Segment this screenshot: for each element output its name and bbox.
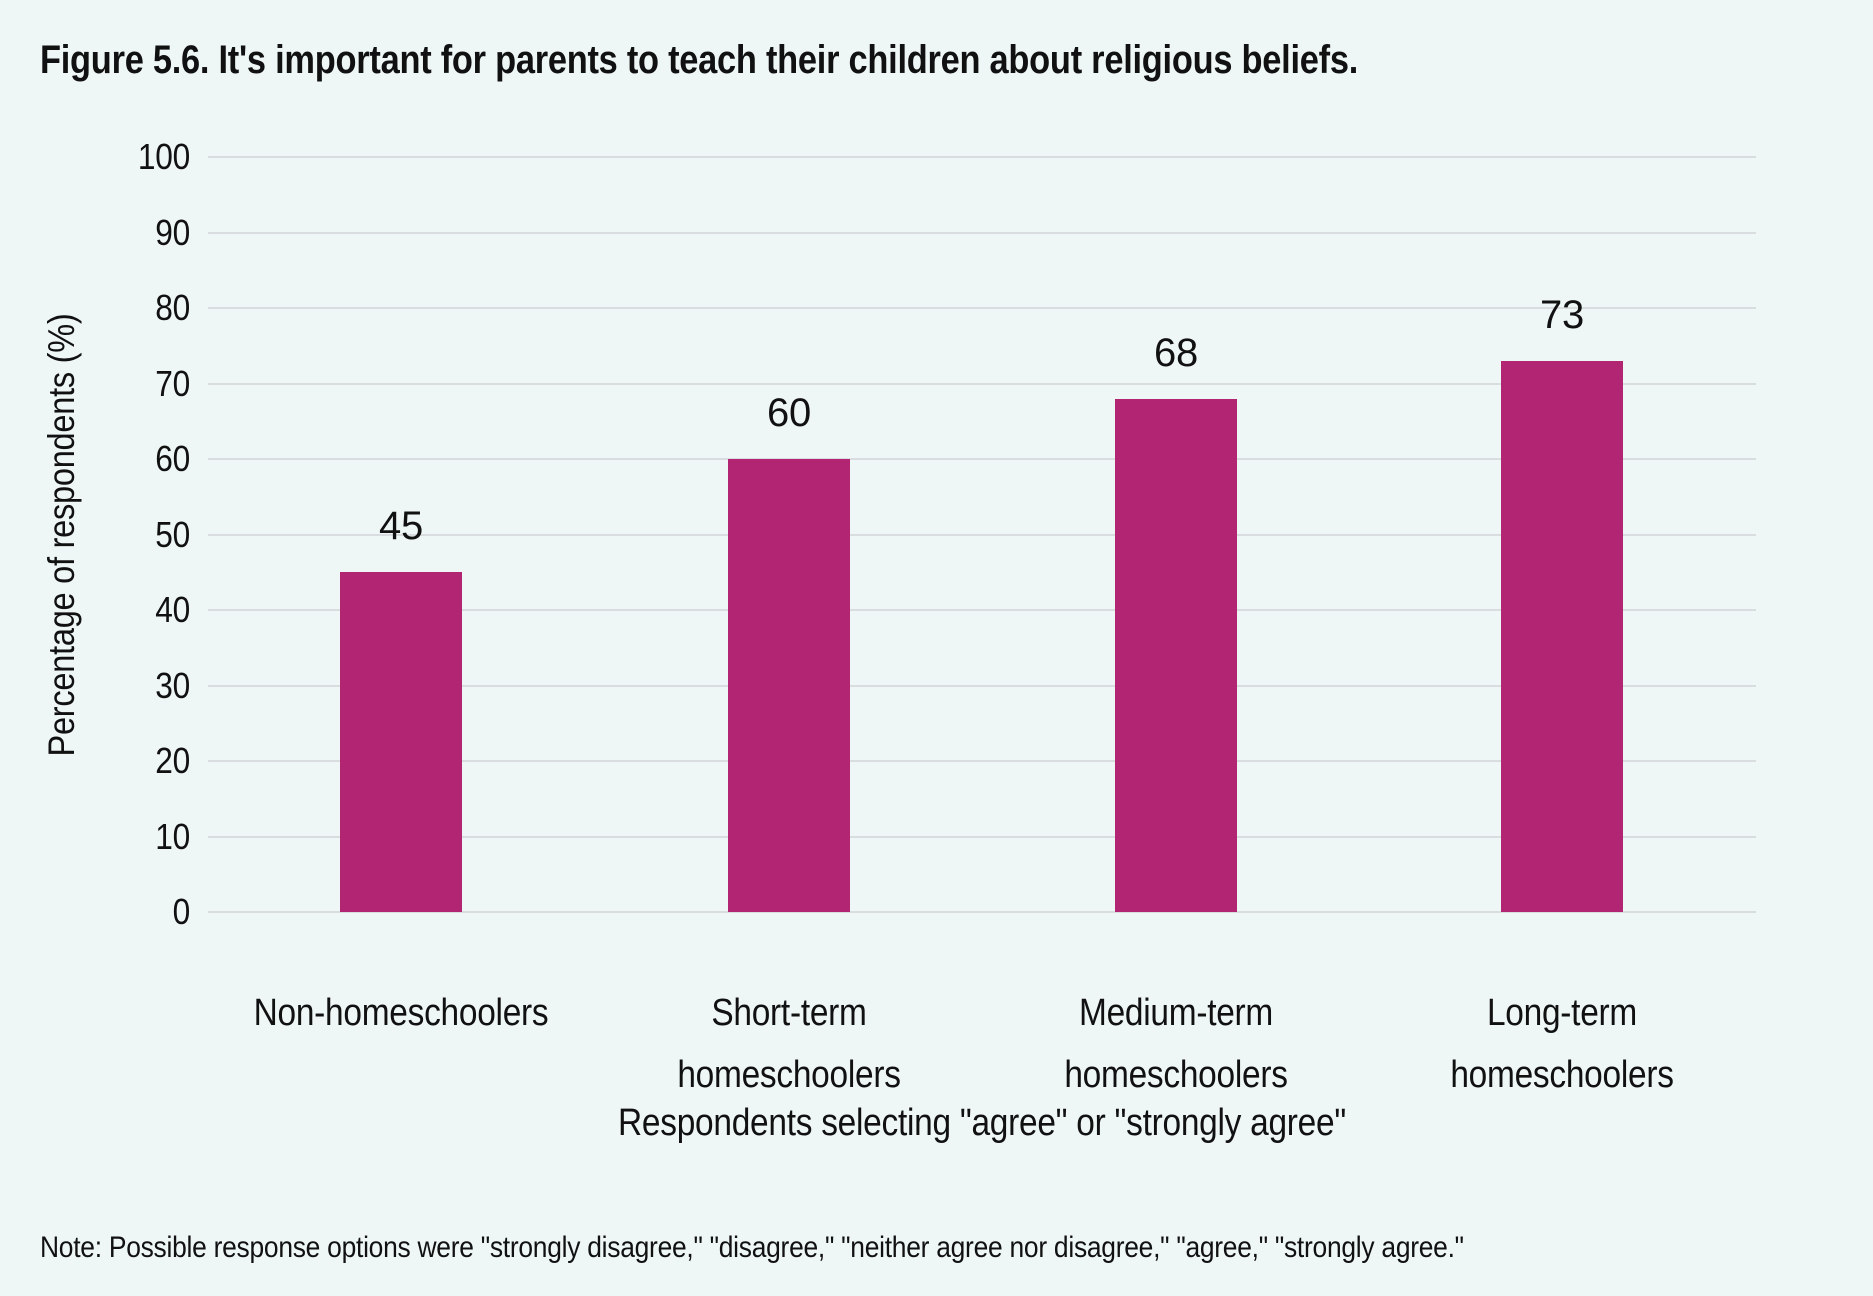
x-category-label-1: Non-homeschoolers <box>253 992 549 1034</box>
bar-value-label-1: 45 <box>379 504 423 549</box>
gridline-70 <box>208 382 1756 385</box>
y-tick-label-100: 100 <box>137 136 190 177</box>
gridline-50 <box>208 533 1756 536</box>
x-category-label-2: Short-term homeschoolers <box>677 992 901 1096</box>
bar-value-label-3: 68 <box>1154 330 1198 375</box>
x-axis-title: Respondents selecting "agree" or "strong… <box>618 1102 1346 1144</box>
gridline-100 <box>208 156 1756 158</box>
bar-3 <box>1115 398 1237 912</box>
y-tick-label-70: 70 <box>155 362 190 404</box>
gridline-60 <box>208 458 1756 460</box>
gridline-30 <box>208 684 1756 687</box>
gridline-10 <box>208 835 1756 838</box>
gridline-80 <box>208 307 1756 309</box>
x-category-label-3: Medium-term homeschoolers <box>1064 992 1288 1096</box>
figure-title: Figure 5.6. It's important for parents t… <box>40 38 1359 82</box>
bar-4 <box>1501 360 1623 912</box>
bar-1 <box>340 572 462 912</box>
y-tick-label-90: 90 <box>155 211 190 253</box>
gridline-90 <box>208 231 1756 234</box>
y-tick-label-30: 30 <box>155 664 190 706</box>
y-tick-label-60: 60 <box>155 438 190 479</box>
y-tick-label-10: 10 <box>155 815 190 857</box>
gridline-20 <box>208 760 1756 762</box>
gridline-40 <box>208 609 1756 611</box>
footnote: Note: Possible response options were "st… <box>40 1231 1464 1264</box>
bar-2 <box>728 459 850 912</box>
y-tick-label-0: 0 <box>172 891 191 932</box>
y-tick-label-50: 50 <box>155 513 190 555</box>
y-axis-title: Percentage of respondents (%) <box>41 312 82 757</box>
y-tick-label-40: 40 <box>155 589 190 630</box>
bar-value-label-2: 60 <box>767 391 811 435</box>
y-tick-label-20: 20 <box>155 740 190 781</box>
y-tick-label-80: 80 <box>155 287 190 328</box>
x-category-label-4: Long-term homeschoolers <box>1450 992 1674 1096</box>
bar-value-label-4: 73 <box>1540 292 1584 337</box>
gridline-0 <box>208 911 1756 913</box>
